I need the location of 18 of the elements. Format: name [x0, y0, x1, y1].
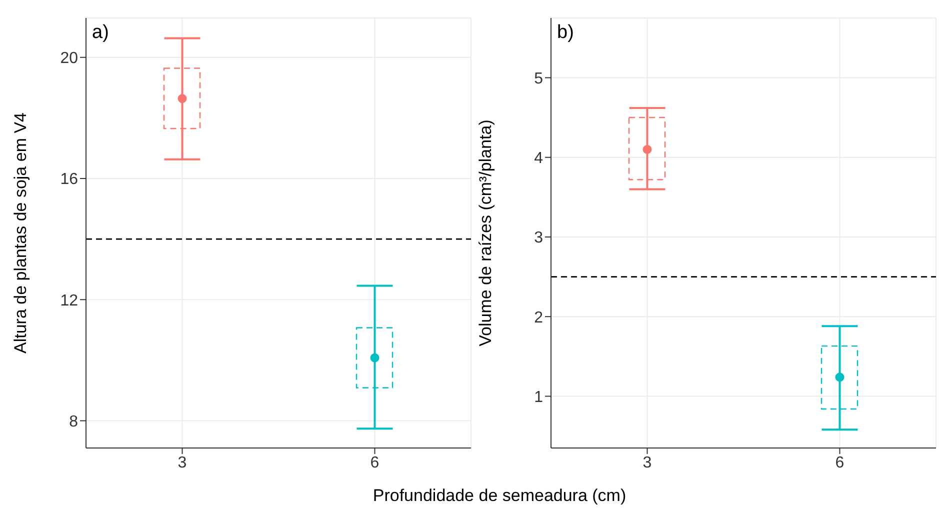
x-tick-label: 6: [370, 454, 380, 472]
y-axis-title: Volume de raízes (cm³/planta): [476, 120, 496, 346]
y-tick-label: 16: [60, 171, 78, 188]
x-tick-label: 6: [835, 454, 844, 472]
y-axis-title: Altura de plantas de soja em V4: [11, 112, 30, 354]
y-tick-label: 2: [534, 309, 544, 326]
y-tick-label: 8: [69, 413, 78, 430]
y-tick-label: 12: [60, 292, 78, 310]
y-tick-label: 1: [534, 388, 544, 406]
x-axis-title: Profundidade de semeadura (cm): [372, 486, 628, 506]
x-tick-label: 3: [642, 454, 652, 472]
x-tick-label: 3: [178, 454, 187, 472]
annotation: a): [92, 22, 109, 44]
y-tick-label: 20: [60, 50, 78, 68]
y-tick-label: 4: [534, 150, 544, 168]
annotation: b): [557, 22, 574, 44]
y-tick-label: 3: [534, 230, 544, 247]
y-tick-label: 5: [534, 70, 544, 88]
